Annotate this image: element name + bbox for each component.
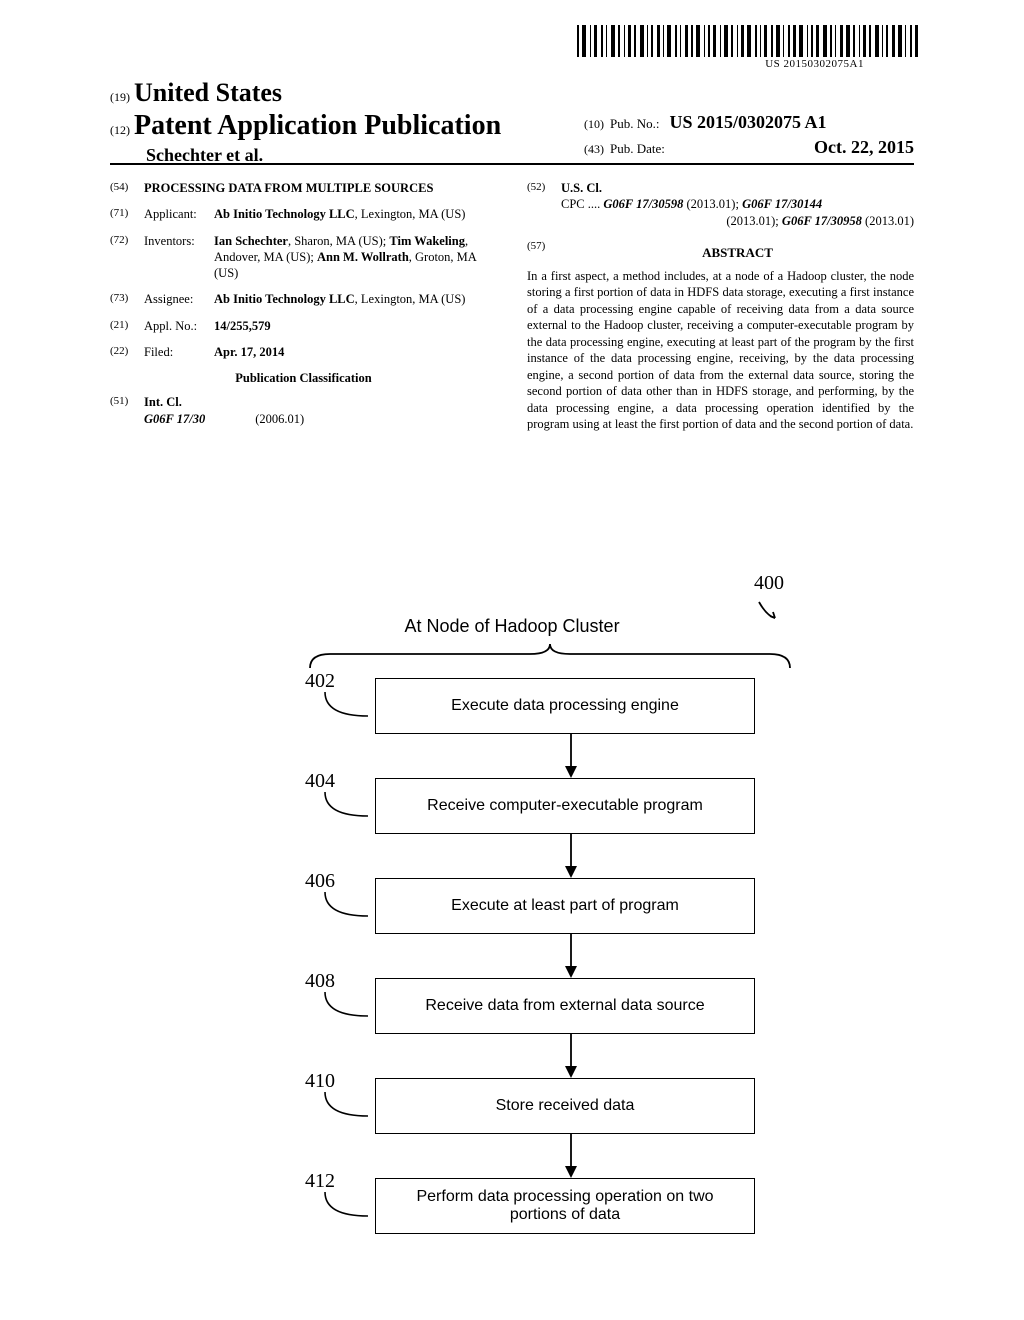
field-51: (51) Int. Cl. G06F 17/30 (2006.01) (110, 394, 497, 427)
filed-value: Apr. 17, 2014 (214, 344, 497, 360)
field-54: (54) PROCESSING DATA FROM MULTIPLE SOURC… (110, 180, 497, 196)
flowchart-step-box: Receive data from external data source (375, 978, 755, 1034)
field-21: (21) Appl. No.: 14/255,579 (110, 318, 497, 334)
abstract-text: In a first aspect, a method includes, at… (527, 268, 914, 433)
cpc-2-year: (2013.01); (726, 214, 782, 228)
pubclass-title: Publication Classification (110, 370, 497, 386)
flowchart-label-curve-icon (320, 990, 370, 1020)
code-22: (22) (110, 344, 144, 360)
code-12: (12) (110, 123, 130, 138)
field-52: (52) U.S. Cl. CPC .... G06F 17/30598 (20… (527, 180, 914, 229)
field-72: (72) Inventors: Ian Schechter, Sharon, M… (110, 233, 497, 282)
inventor-3: Ann M. Wollrath (317, 250, 409, 264)
flowchart: 400 At Node of Hadoop Cluster Execute da… (110, 560, 914, 1280)
applicant-loc: , Lexington, MA (US) (355, 207, 466, 221)
flowchart-label-curve-icon (320, 690, 370, 720)
flowchart-arrow-icon (564, 1134, 578, 1178)
cpc-label: CPC .... (561, 197, 600, 211)
code-43: (43) (584, 142, 604, 157)
code-10: (10) (584, 117, 604, 132)
cpc-2: G06F 17/30144 (742, 197, 822, 211)
flowchart-step-box: Receive computer-executable program (375, 778, 755, 834)
intcl-label: Int. Cl. (144, 394, 497, 410)
code-51: (51) (110, 394, 144, 427)
intcl-content: Int. Cl. G06F 17/30 (2006.01) (144, 394, 497, 427)
applno-label: Appl. No.: (144, 318, 214, 334)
flowchart-brace-icon (300, 640, 800, 672)
assignee-name: Ab Initio Technology LLC (214, 292, 355, 306)
flowchart-arrow-icon (564, 1034, 578, 1078)
uscl-content: U.S. Cl. CPC .... G06F 17/30598 (2013.01… (561, 180, 914, 229)
applicant-name: Ab Initio Technology LLC (214, 207, 355, 221)
code-21: (21) (110, 318, 144, 334)
flowchart-step-box: Execute at least part of program (375, 878, 755, 934)
flowchart-ref-number: 400 (754, 572, 784, 595)
barcode-text: US 20150302075A1 (765, 58, 864, 70)
inventor-1-loc: , Sharon, MA (US); (288, 234, 389, 248)
code-73: (73) (110, 291, 144, 307)
field-22: (22) Filed: Apr. 17, 2014 (110, 344, 497, 360)
inventor-1: Ian Schechter (214, 234, 288, 248)
assignee-label: Assignee: (144, 291, 214, 307)
intcl-year: (2006.01) (255, 411, 304, 427)
left-column: (54) PROCESSING DATA FROM MULTIPLE SOURC… (110, 180, 497, 437)
code-52: (52) (527, 180, 561, 229)
code-57: (57) (527, 239, 561, 268)
cpc-3: G06F 17/30958 (782, 214, 862, 228)
flowchart-label-curve-icon (320, 790, 370, 820)
pubno-value: US 2015/0302075 A1 (669, 112, 826, 133)
header-rule (110, 163, 914, 165)
uscl-label: U.S. Cl. (561, 180, 914, 196)
applno-value: 14/255,579 (214, 318, 497, 334)
code-71: (71) (110, 206, 144, 222)
flowchart-arrow-icon (564, 934, 578, 978)
right-column: (52) U.S. Cl. CPC .... G06F 17/30598 (20… (527, 180, 914, 437)
applicant-label: Applicant: (144, 206, 214, 222)
code-72: (72) (110, 233, 144, 282)
body-columns: (54) PROCESSING DATA FROM MULTIPLE SOURC… (110, 180, 914, 437)
right-header: (10) Pub. No.: US 2015/0302075 A1 (43) P… (584, 112, 914, 158)
invention-title: PROCESSING DATA FROM MULTIPLE SOURCES (144, 180, 497, 196)
assignee-content: Ab Initio Technology LLC, Lexington, MA … (214, 291, 497, 307)
flowchart-step-box: Perform data processing operation on two… (375, 1178, 755, 1234)
country-name: United States (134, 78, 282, 108)
barcode (577, 25, 919, 57)
abstract-title: ABSTRACT (561, 245, 914, 262)
field-73: (73) Assignee: Ab Initio Technology LLC,… (110, 291, 497, 307)
flowchart-label-curve-icon (320, 1190, 370, 1220)
flowchart-title: At Node of Hadoop Cluster (110, 616, 914, 637)
flowchart-arrow-icon (564, 734, 578, 778)
code-19: (19) (110, 90, 130, 105)
flowchart-label-curve-icon (320, 890, 370, 920)
field-71: (71) Applicant: Ab Initio Technology LLC… (110, 206, 497, 222)
inventor-2: Tim Wakeling (389, 234, 465, 248)
cpc-1: G06F 17/30598 (603, 197, 683, 211)
code-54: (54) (110, 180, 144, 196)
pubdate-label: Pub. Date: (610, 141, 665, 157)
inventors-content: Ian Schechter, Sharon, MA (US); Tim Wake… (214, 233, 497, 282)
flowchart-arrow-icon (564, 834, 578, 878)
flowchart-label-curve-icon (320, 1090, 370, 1120)
flowchart-step-box: Store received data (375, 1078, 755, 1134)
filed-label: Filed: (144, 344, 214, 360)
flowchart-step-box: Execute data processing engine (375, 678, 755, 734)
cpc-1-year: (2013.01); (687, 197, 743, 211)
pubno-label: Pub. No.: (610, 116, 659, 132)
cpc-3-year: (2013.01) (865, 214, 914, 228)
assignee-loc: , Lexington, MA (US) (355, 292, 466, 306)
intcl-class: G06F 17/30 (144, 411, 205, 427)
pubdate-value: Oct. 22, 2015 (814, 137, 914, 158)
publication-type: Patent Application Publication (134, 110, 501, 142)
inventors-label: Inventors: (144, 233, 214, 282)
applicant-content: Ab Initio Technology LLC, Lexington, MA … (214, 206, 497, 222)
